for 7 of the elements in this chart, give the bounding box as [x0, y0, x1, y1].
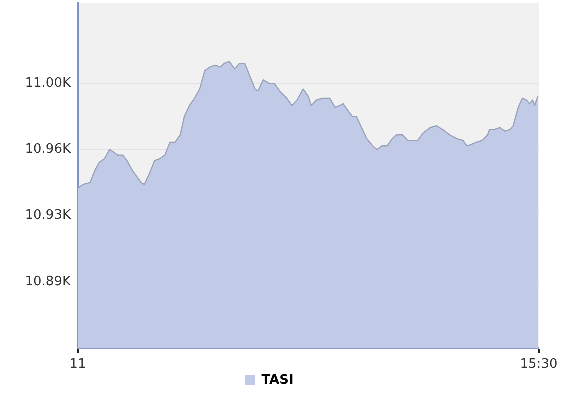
y-tick-label: 10.96K: [25, 142, 72, 158]
y-tick-label: 10.93K: [25, 208, 72, 224]
legend-label: TASI: [262, 372, 294, 388]
x-tick-label: 11: [70, 357, 86, 372]
y-tick-label: 10.89K: [25, 274, 72, 290]
y-tick-label: 11.00K: [25, 76, 72, 92]
x-tick-label: 15:30: [520, 357, 558, 372]
